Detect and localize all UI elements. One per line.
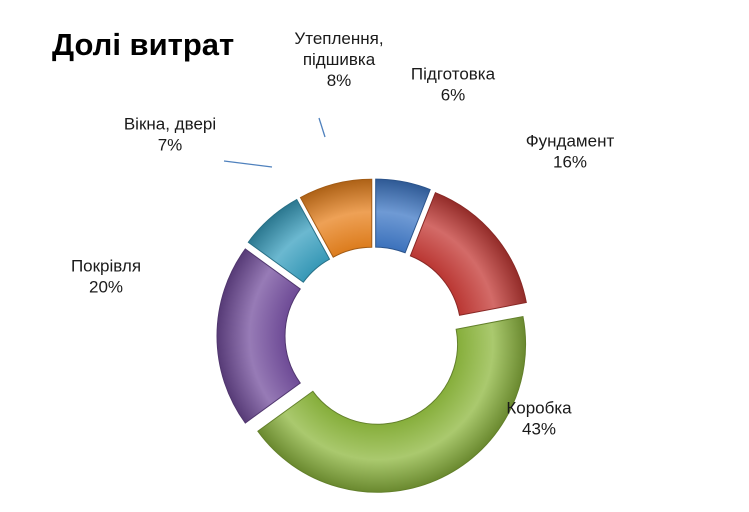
slice-3 bbox=[257, 315, 527, 493]
slice-1 bbox=[375, 178, 431, 254]
slice-label-4: Покрівля 20% bbox=[71, 257, 141, 297]
slice-5 bbox=[247, 198, 331, 283]
slice-4 bbox=[216, 248, 301, 424]
leader-line-5 bbox=[223, 160, 273, 168]
slices-layer bbox=[216, 178, 527, 493]
slice-label-1: Підготовка 6% bbox=[411, 65, 496, 105]
slice-6 bbox=[299, 178, 373, 258]
slice-label-6: Утеплення, підшивка 8% bbox=[294, 29, 383, 90]
leader-line-6 bbox=[318, 117, 326, 138]
data-labels: Підготовка 6% Фундамент 16% Коробка 43% Покрів… bbox=[71, 29, 615, 439]
leader-lines bbox=[223, 117, 326, 168]
slice-label-3: Коробка 43% bbox=[506, 399, 572, 439]
chart-title: Долі витрат bbox=[52, 27, 234, 62]
slice-2 bbox=[409, 192, 527, 316]
slice-label-5: Вікна, двері 7% bbox=[124, 115, 216, 155]
slice-label-2: Фундамент 16% bbox=[526, 132, 615, 172]
